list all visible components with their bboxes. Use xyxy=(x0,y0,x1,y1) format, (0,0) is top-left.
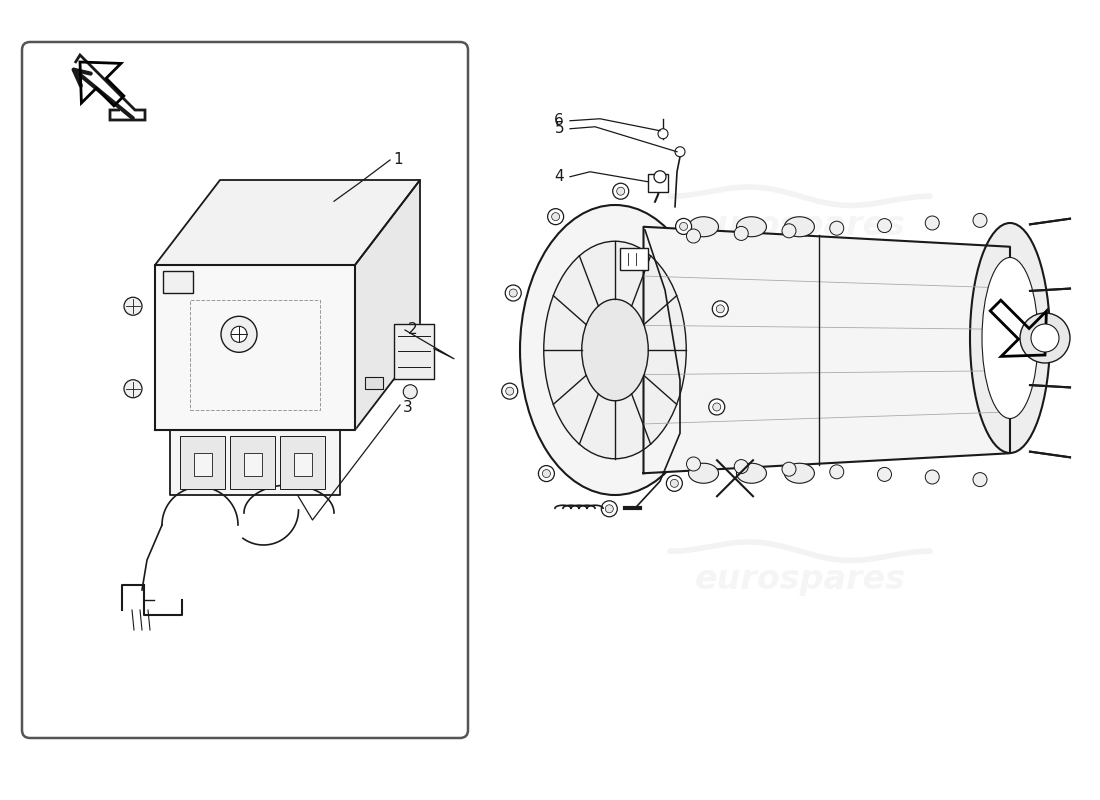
Circle shape xyxy=(506,387,514,395)
Text: 3: 3 xyxy=(403,399,412,414)
Ellipse shape xyxy=(543,242,686,458)
Circle shape xyxy=(124,298,142,315)
Text: eurospares: eurospares xyxy=(694,563,905,597)
Ellipse shape xyxy=(737,463,767,483)
Circle shape xyxy=(221,316,257,352)
Bar xyxy=(180,436,226,489)
Circle shape xyxy=(974,214,987,227)
Circle shape xyxy=(925,216,939,230)
Circle shape xyxy=(708,399,725,415)
Bar xyxy=(194,453,211,475)
Text: eurospares: eurospares xyxy=(694,209,905,242)
Circle shape xyxy=(548,209,563,225)
Circle shape xyxy=(675,218,692,234)
Circle shape xyxy=(404,385,417,398)
Polygon shape xyxy=(644,226,1010,474)
Circle shape xyxy=(716,305,724,313)
Circle shape xyxy=(782,462,796,476)
Polygon shape xyxy=(170,430,340,495)
Text: eurospares: eurospares xyxy=(165,209,375,242)
Ellipse shape xyxy=(737,217,767,237)
Circle shape xyxy=(925,470,939,484)
Bar xyxy=(163,271,192,293)
Circle shape xyxy=(509,289,517,297)
Circle shape xyxy=(502,383,518,399)
Circle shape xyxy=(1020,313,1070,363)
Ellipse shape xyxy=(582,299,648,401)
Ellipse shape xyxy=(689,217,718,237)
Ellipse shape xyxy=(520,205,710,495)
Ellipse shape xyxy=(982,258,1038,418)
Circle shape xyxy=(735,459,748,474)
Ellipse shape xyxy=(970,223,1050,453)
Circle shape xyxy=(686,457,701,471)
Polygon shape xyxy=(394,324,435,379)
Circle shape xyxy=(686,229,701,243)
Circle shape xyxy=(878,467,891,482)
Circle shape xyxy=(551,213,560,221)
Ellipse shape xyxy=(784,463,814,483)
Circle shape xyxy=(654,170,666,182)
Circle shape xyxy=(1031,324,1059,352)
Ellipse shape xyxy=(784,217,814,237)
Ellipse shape xyxy=(689,463,718,483)
Text: 6: 6 xyxy=(554,114,564,128)
Bar xyxy=(294,453,311,475)
Bar xyxy=(365,377,383,389)
Circle shape xyxy=(124,380,142,398)
Circle shape xyxy=(538,466,554,482)
Circle shape xyxy=(605,505,614,513)
Bar xyxy=(230,436,275,489)
Bar xyxy=(190,300,320,410)
Circle shape xyxy=(231,326,248,342)
Circle shape xyxy=(613,183,629,199)
Text: 4: 4 xyxy=(554,170,564,184)
Circle shape xyxy=(658,129,668,138)
Circle shape xyxy=(667,475,682,491)
Polygon shape xyxy=(355,180,420,430)
Circle shape xyxy=(680,222,688,230)
Circle shape xyxy=(878,218,891,233)
Circle shape xyxy=(735,226,748,241)
Circle shape xyxy=(974,473,987,486)
Text: 1: 1 xyxy=(393,151,403,166)
Bar xyxy=(280,436,324,489)
Bar xyxy=(620,248,648,270)
Bar xyxy=(243,453,262,475)
Polygon shape xyxy=(155,180,420,265)
Circle shape xyxy=(670,479,679,487)
Circle shape xyxy=(617,187,625,195)
Circle shape xyxy=(602,501,617,517)
Text: 2: 2 xyxy=(408,322,418,338)
Text: 5: 5 xyxy=(554,122,564,136)
Circle shape xyxy=(713,301,728,317)
Bar xyxy=(648,174,668,192)
Circle shape xyxy=(782,224,796,238)
Circle shape xyxy=(505,285,521,301)
Circle shape xyxy=(713,403,721,411)
Text: eurospares: eurospares xyxy=(165,694,375,726)
Circle shape xyxy=(542,470,550,478)
FancyBboxPatch shape xyxy=(22,42,467,738)
Circle shape xyxy=(829,222,844,235)
Polygon shape xyxy=(155,265,355,430)
Circle shape xyxy=(829,465,844,478)
Circle shape xyxy=(675,146,685,157)
